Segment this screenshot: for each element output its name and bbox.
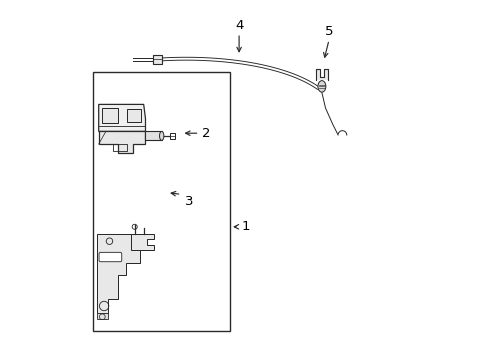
Polygon shape — [97, 234, 140, 313]
Text: 2: 2 — [202, 127, 210, 140]
Bar — [127, 109, 141, 122]
Text: 3: 3 — [185, 195, 193, 208]
Bar — [93, 72, 230, 331]
Bar — [102, 108, 118, 123]
Text: 1: 1 — [241, 220, 249, 233]
Bar — [169, 133, 175, 139]
Polygon shape — [131, 234, 154, 250]
Text: 4: 4 — [234, 19, 243, 32]
Ellipse shape — [317, 81, 325, 92]
Polygon shape — [99, 104, 145, 131]
Ellipse shape — [159, 131, 163, 140]
Polygon shape — [97, 313, 107, 319]
Bar — [152, 55, 162, 64]
Text: 5: 5 — [324, 25, 333, 38]
FancyBboxPatch shape — [99, 252, 122, 262]
Polygon shape — [316, 69, 327, 80]
Polygon shape — [99, 131, 145, 153]
Bar — [145, 131, 162, 140]
